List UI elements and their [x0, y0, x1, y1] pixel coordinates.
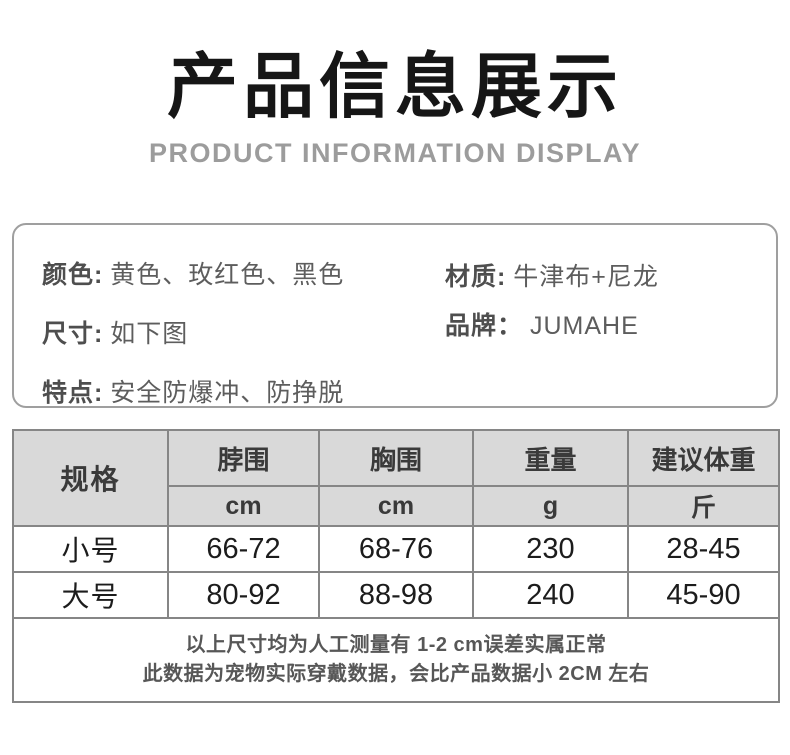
- info-value-brand: JUMAHE: [529, 312, 639, 340]
- row-small-neck: 66-72: [167, 525, 320, 573]
- info-label-color: 颜色:: [42, 261, 104, 289]
- info-value-features: 安全防爆冲、防挣脱: [110, 379, 345, 407]
- info-line-size: 尺寸: 如下图: [42, 314, 344, 350]
- info-label-size: 尺寸:: [42, 320, 104, 348]
- info-line-brand: 品牌： JUMAHE: [445, 306, 659, 342]
- unit-weight: g: [472, 485, 629, 527]
- table-unit-row: cm cm g 斤: [13, 485, 780, 527]
- page-subtitle: PRODUCT INFORMATION DISPLAY: [148, 138, 641, 168]
- info-column-left: 颜色: 黄色、玫红色、黑色 尺寸: 如下图 特点: 安全防爆冲、防挣脱: [42, 255, 344, 432]
- col-header-suggested-weight: 建议体重: [627, 429, 780, 487]
- row-small-chest: 68-76: [318, 525, 474, 573]
- row-large-suggested-weight: 45-90: [627, 571, 780, 619]
- row-large-weight: 240: [472, 571, 629, 619]
- row-large-spec: 大号: [12, 571, 169, 619]
- info-line-color: 颜色: 黄色、玫红色、黑色: [42, 255, 344, 291]
- col-header-spec: 规格: [12, 429, 169, 527]
- page-title: 产品信息展示: [166, 48, 623, 127]
- info-value-material: 牛津布+尼龙: [513, 263, 659, 291]
- info-label-features: 特点:: [42, 379, 104, 407]
- table-row-large: 大号 80-92 88-98 240 45-90: [12, 571, 780, 619]
- note-line-1: 以上尺寸均为人工测量有 1-2 cm误差实属正常: [185, 634, 607, 656]
- info-line-features: 特点: 安全防爆冲、防挣脱: [42, 373, 344, 409]
- size-table: 规格 脖围 胸围 重量 建议体重 cm cm g 斤 小号 66-72 68-7…: [12, 429, 780, 703]
- row-small-spec: 小号: [12, 525, 169, 573]
- info-label-material: 材质:: [445, 263, 507, 291]
- row-large-chest: 88-98: [318, 571, 474, 619]
- info-value-size: 如下图: [110, 320, 189, 348]
- unit-chest: cm: [318, 485, 474, 527]
- col-header-neck: 脖围: [167, 429, 320, 487]
- row-small-weight: 230: [472, 525, 629, 573]
- table-note-row: 以上尺寸均为人工测量有 1-2 cm误差实属正常 此数据为宠物实际穿戴数据，会比…: [12, 617, 780, 703]
- note-line-2: 此数据为宠物实际穿戴数据，会比产品数据小 2CM 左右: [142, 663, 650, 685]
- product-info-box: 颜色: 黄色、玫红色、黑色 尺寸: 如下图 特点: 安全防爆冲、防挣脱 材质: …: [12, 223, 778, 408]
- row-large-neck: 80-92: [167, 571, 320, 619]
- table-header-row: 规格 脖围 胸围 重量 建议体重: [12, 429, 780, 527]
- table-note-cell: 以上尺寸均为人工测量有 1-2 cm误差实属正常 此数据为宠物实际穿戴数据，会比…: [12, 617, 780, 703]
- info-label-brand: 品牌：: [445, 312, 524, 340]
- info-column-right: 材质: 牛津布+尼龙 品牌： JUMAHE: [445, 257, 659, 355]
- unit-neck: cm: [167, 485, 320, 527]
- row-small-suggested-weight: 28-45: [627, 525, 780, 573]
- info-value-color: 黄色、玫红色、黑色: [110, 261, 345, 289]
- info-line-material: 材质: 牛津布+尼龙: [445, 257, 659, 293]
- col-header-weight: 重量: [472, 429, 629, 487]
- unit-suggested-weight: 斤: [627, 485, 780, 527]
- col-header-chest: 胸围: [318, 429, 474, 487]
- table-row-small: 小号 66-72 68-76 230 28-45: [12, 525, 780, 573]
